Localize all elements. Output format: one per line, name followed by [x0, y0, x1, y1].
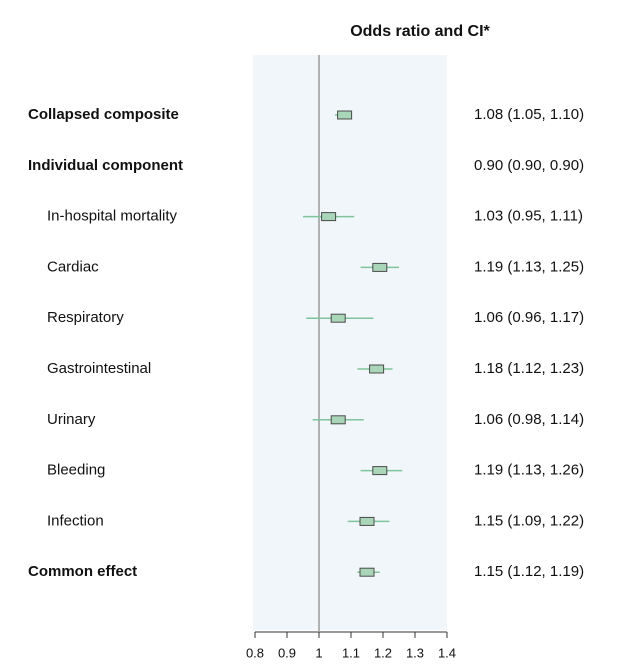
- ci-label: 1.19 (1.13, 1.26): [474, 462, 584, 479]
- ci-label: 1.06 (0.96, 1.17): [474, 309, 584, 326]
- ci-label: 1.15 (1.12, 1.19): [474, 563, 584, 580]
- row-label: Bleeding: [47, 462, 105, 479]
- x-tick-label: 0.8: [246, 645, 264, 660]
- row-label: Cardiac: [47, 258, 99, 275]
- estimate-box: [372, 466, 388, 476]
- ci-label: 1.08 (1.05, 1.10): [474, 106, 584, 123]
- row-label: Infection: [47, 512, 104, 529]
- ci-label: 1.06 (0.98, 1.14): [474, 411, 584, 428]
- row-label: Respiratory: [47, 309, 124, 326]
- x-tick-label: 1.4: [438, 645, 456, 660]
- estimate-box: [330, 313, 346, 323]
- x-tick-label: 0.9: [278, 645, 296, 660]
- ci-label: 1.18 (1.12, 1.23): [474, 360, 584, 377]
- estimate-box: [321, 212, 337, 222]
- estimate-box: [337, 110, 353, 120]
- ci-label: 1.19 (1.13, 1.25): [474, 258, 584, 275]
- ci-label: 0.90 (0.90, 0.90): [474, 157, 584, 174]
- row-label: Collapsed composite: [28, 106, 179, 123]
- x-tick-label: 1.1: [342, 645, 360, 660]
- plot-panel: [253, 55, 447, 630]
- estimate-box: [330, 415, 346, 425]
- row-label: Urinary: [47, 411, 96, 428]
- x-tick-label: 1.2: [374, 645, 392, 660]
- chart-title: Odds ratio and CI*: [350, 23, 490, 40]
- row-label: Common effect: [28, 563, 137, 580]
- ci-label: 1.03 (0.95, 1.11): [474, 208, 583, 225]
- estimate-box: [372, 262, 388, 272]
- estimate-box: [369, 364, 385, 374]
- row-label: Gastrointestinal: [47, 360, 151, 377]
- row-label: Individual component: [28, 157, 183, 174]
- estimate-box: [359, 516, 375, 526]
- ci-label: 1.15 (1.09, 1.22): [474, 512, 584, 529]
- estimate-box: [359, 567, 375, 577]
- x-tick-label: 1.3: [406, 645, 424, 660]
- row-label: In-hospital mortality: [47, 208, 178, 225]
- x-tick-label: 1: [315, 645, 322, 660]
